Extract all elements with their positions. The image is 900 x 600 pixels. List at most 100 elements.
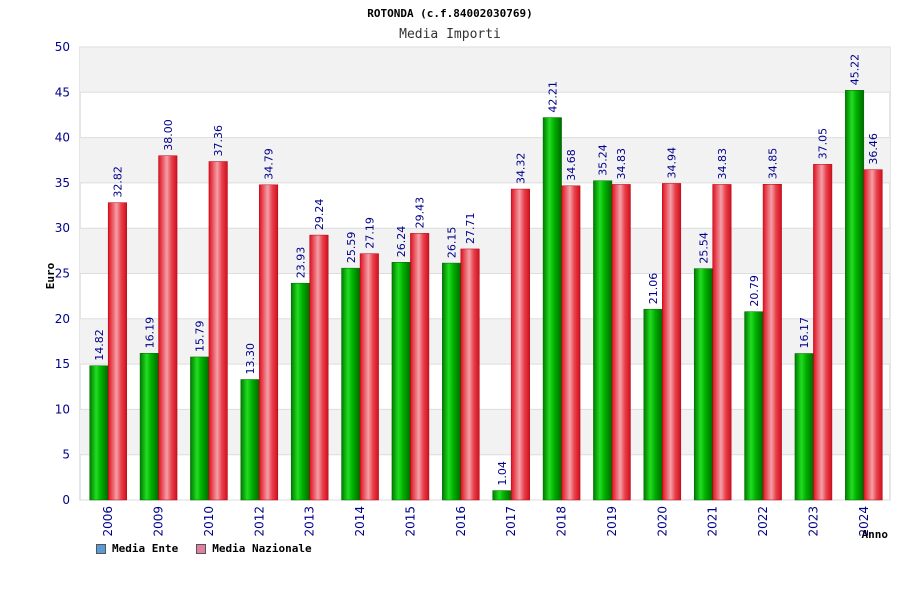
x-tick-label: 2024 bbox=[857, 506, 871, 537]
data-label: 29.24 bbox=[313, 199, 326, 231]
x-tick-label: 2013 bbox=[303, 506, 317, 537]
bar-media-nazionale bbox=[662, 183, 682, 501]
data-label: 26.15 bbox=[446, 227, 459, 259]
data-label: 36.46 bbox=[867, 133, 880, 165]
bar-media-nazionale bbox=[561, 185, 581, 501]
y-tick-label: 0 bbox=[62, 493, 70, 507]
legend-label-media-ente: Media Ente bbox=[112, 542, 179, 555]
bar-media-nazionale bbox=[813, 164, 833, 501]
bar-media-ente bbox=[391, 262, 411, 501]
bar-media-ente bbox=[341, 267, 361, 501]
x-tick-label: 2010 bbox=[202, 506, 216, 537]
data-label: 34.83 bbox=[716, 148, 729, 180]
data-label: 37.05 bbox=[817, 128, 830, 160]
data-label: 34.68 bbox=[565, 149, 578, 181]
bar-media-ente bbox=[794, 353, 814, 501]
legend-label-media-nazionale: Media Nazionale bbox=[212, 542, 312, 555]
data-label: 21.06 bbox=[647, 273, 660, 305]
x-tick-label: 2012 bbox=[252, 506, 266, 537]
legend-swatch-media-nazionale bbox=[196, 543, 207, 554]
legend-swatch-media-ente bbox=[96, 543, 106, 554]
data-label: 20.79 bbox=[748, 275, 761, 307]
data-label: 16.17 bbox=[798, 317, 811, 349]
data-label: 29.43 bbox=[414, 197, 427, 229]
bar-media-ente bbox=[643, 308, 663, 501]
bar-media-ente bbox=[89, 365, 109, 501]
data-label: 15.79 bbox=[194, 320, 207, 352]
x-tick-label: 2014 bbox=[353, 506, 367, 537]
bar-media-nazionale bbox=[107, 202, 127, 501]
bar-media-nazionale bbox=[712, 184, 732, 501]
bar-media-nazionale bbox=[460, 248, 480, 501]
data-label: 27.19 bbox=[363, 217, 376, 249]
chart-title: ROTONDA (c.f.84002030769) bbox=[367, 7, 533, 20]
bar-media-ente bbox=[744, 311, 764, 501]
data-label: 45.22 bbox=[849, 54, 862, 86]
data-label: 34.83 bbox=[615, 148, 628, 180]
bar-media-ente bbox=[492, 490, 512, 501]
data-label: 32.82 bbox=[111, 166, 124, 198]
x-tick-label: 2017 bbox=[504, 506, 518, 537]
x-tick-label: 2021 bbox=[706, 506, 720, 537]
x-tick-label: 2018 bbox=[555, 506, 569, 537]
legend-item-media-ente: Media Ente bbox=[96, 542, 178, 555]
data-label: 1.04 bbox=[496, 461, 509, 486]
chart-subtitle: Media Importi bbox=[399, 27, 501, 42]
x-tick-label: 2006 bbox=[101, 506, 115, 537]
bar-media-ente bbox=[845, 90, 865, 501]
data-label: 38.00 bbox=[162, 119, 175, 151]
y-tick-label: 15 bbox=[55, 357, 70, 371]
grid-band bbox=[80, 47, 890, 93]
y-tick-label: 50 bbox=[55, 40, 70, 54]
bar-media-nazionale bbox=[410, 233, 430, 501]
bar-media-ente bbox=[240, 379, 260, 501]
data-label: 26.24 bbox=[395, 226, 408, 258]
bar-media-nazionale bbox=[611, 184, 631, 501]
bar-media-ente bbox=[190, 356, 210, 501]
data-label: 25.54 bbox=[697, 232, 710, 264]
bar-media-nazionale bbox=[863, 169, 883, 501]
data-label: 42.21 bbox=[546, 81, 559, 113]
x-tick-label: 2015 bbox=[403, 506, 417, 537]
legend-item-media-nazionale: Media Nazionale bbox=[196, 542, 312, 555]
bar-media-nazionale bbox=[259, 184, 279, 501]
x-tick-label: 2020 bbox=[655, 506, 669, 537]
bar-media-ente bbox=[542, 117, 562, 501]
data-label: 16.19 bbox=[143, 317, 156, 349]
chart-legend: Media Ente Media Nazionale bbox=[96, 542, 312, 555]
y-tick-label: 35 bbox=[55, 176, 70, 190]
data-label: 35.24 bbox=[597, 144, 610, 176]
y-tick-label: 45 bbox=[55, 85, 70, 99]
y-tick-label: 5 bbox=[62, 448, 70, 462]
x-tick-label: 2022 bbox=[756, 506, 770, 537]
y-tick-label: 40 bbox=[55, 131, 70, 145]
data-label: 34.94 bbox=[666, 147, 679, 179]
bar-media-nazionale bbox=[208, 161, 228, 501]
bar-media-ente bbox=[290, 282, 310, 501]
x-tick-label: 2009 bbox=[152, 506, 166, 537]
bar-media-ente bbox=[139, 353, 159, 501]
data-label: 13.30 bbox=[244, 343, 257, 375]
data-label: 34.79 bbox=[263, 148, 276, 180]
y-tick-label: 10 bbox=[55, 402, 70, 416]
y-tick-label: 25 bbox=[55, 267, 70, 281]
bar-media-nazionale bbox=[510, 188, 530, 501]
x-axis-label: Anno bbox=[862, 528, 889, 541]
y-tick-label: 30 bbox=[55, 221, 70, 235]
data-label: 23.93 bbox=[294, 247, 307, 279]
bar-media-nazionale bbox=[158, 155, 178, 501]
y-tick-label: 20 bbox=[55, 312, 70, 326]
bar-media-nazionale bbox=[359, 253, 379, 501]
data-label: 34.32 bbox=[514, 153, 527, 185]
x-tick-label: 2019 bbox=[605, 506, 619, 537]
x-tick-label: 2016 bbox=[454, 506, 468, 537]
data-label: 37.36 bbox=[212, 125, 225, 157]
y-axis-label: Euro bbox=[44, 262, 57, 289]
data-label: 27.71 bbox=[464, 212, 477, 244]
bar-media-ente bbox=[442, 262, 462, 501]
data-label: 25.59 bbox=[345, 232, 358, 264]
x-tick-label: 2023 bbox=[806, 506, 820, 537]
data-label: 34.85 bbox=[766, 148, 779, 180]
data-label: 14.82 bbox=[93, 329, 106, 361]
